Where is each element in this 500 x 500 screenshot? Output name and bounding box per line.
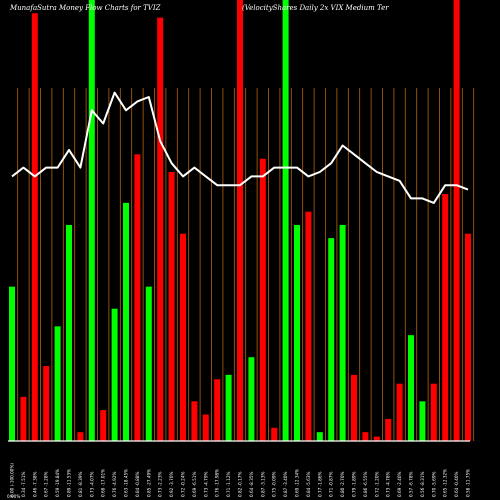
bar-up xyxy=(408,335,414,441)
x-tick-label: 0.85 -27.49% xyxy=(146,469,151,497)
x-tick-labels: 0.00 (-100.00%) 0.34 -7.51% 0.46 -7.38% 0.6… xyxy=(10,463,471,497)
x-tick-label: 0.68 -17.01% xyxy=(101,469,106,497)
x-tick-label: 0.80 -2.70% xyxy=(340,472,345,497)
bar-down xyxy=(442,194,449,441)
x-tick-label: 0.92 -3.70% xyxy=(169,472,174,497)
x-tick-label: 0.56 -8.31% xyxy=(420,472,425,497)
x-tick-label: 0.79 -1.89% xyxy=(352,472,357,497)
bar-down xyxy=(168,171,175,442)
bar-up xyxy=(9,286,15,441)
x-tick-label: 0.73 -4.79% xyxy=(203,472,208,497)
x-tick-label: 0.73 -4.07% xyxy=(89,472,94,497)
bar-down xyxy=(202,414,209,441)
bar-up xyxy=(316,432,323,441)
bar-down xyxy=(31,13,38,441)
bar-down xyxy=(77,432,84,441)
x-tick-label: 0.71 -0.87% xyxy=(329,472,334,497)
line-series xyxy=(11,91,469,204)
bar-up xyxy=(66,224,72,441)
bar-down xyxy=(134,154,141,441)
bar-down xyxy=(237,0,243,441)
x-tick-label: 0.72 -0.24% xyxy=(181,472,186,497)
x-tick-label: 0.76 -17.98% xyxy=(215,469,220,497)
x-tick-label: 0.86 -6.55% xyxy=(363,472,368,497)
x-tick-label: 0.82 -0.17% xyxy=(238,472,243,497)
x-tick-label: 0.76 -4.92% xyxy=(112,472,117,497)
x-tick-label: 0.69 -12.34% xyxy=(295,469,300,497)
bar-down xyxy=(259,158,266,441)
x-tick-label: 0.57 -6.78% xyxy=(409,472,414,497)
x-tick-label: 0.73 -4.78% xyxy=(386,472,391,497)
x-tick-label: 0.87 -3.13% xyxy=(260,472,265,497)
x-tick-label: 0.70 -5.69% xyxy=(431,472,436,497)
bar-down xyxy=(20,396,27,441)
x-tick-label: 0.64 -0.40% xyxy=(454,472,459,497)
bar-up xyxy=(419,401,426,441)
x-tick-label: 0.81 -8.39% xyxy=(78,472,83,497)
x-tick-label: 0.87 -3.40% xyxy=(283,472,288,497)
x-tick-label: 0.34 -7.51% xyxy=(21,472,26,497)
bar-up xyxy=(54,326,61,441)
bar-down xyxy=(385,418,392,441)
bar-down xyxy=(43,366,50,441)
chart-title-right: (VelocityShares Daily 2x VIX Medium Ter xyxy=(242,4,389,12)
bar-up xyxy=(88,0,95,441)
x-tick-label: 0.71 -1.12% xyxy=(226,472,231,497)
bar-up xyxy=(111,308,118,441)
bar-down xyxy=(351,374,357,441)
x-tick-label: 0.00 (-100.00%) xyxy=(10,463,15,497)
bar-down xyxy=(362,432,369,441)
bar-down xyxy=(271,427,278,441)
chart-title-left: MunafaSutra Money Flow Charts for TVIZ xyxy=(9,4,161,12)
x-tick-label: 0.59 -19.84% xyxy=(55,469,60,497)
bar-down xyxy=(396,383,403,441)
bar-up xyxy=(123,202,129,441)
bar-down xyxy=(191,401,198,441)
x-tick-label: 0.63 -18.45% xyxy=(124,469,129,497)
bar-down xyxy=(453,0,460,441)
bar-down xyxy=(305,211,312,441)
bar-down xyxy=(157,17,164,441)
grid-lines xyxy=(17,88,475,441)
x-tick-label: 0.69 -6.51% xyxy=(192,472,197,497)
x-tick-label: 0.84 -0.88% xyxy=(135,472,140,497)
bar-down xyxy=(430,383,437,441)
x-tick-label: 0.58 -11.75% xyxy=(466,469,471,497)
bar-down xyxy=(180,233,186,441)
x-tick-label: 0.84 -5.63% xyxy=(306,472,311,497)
bar-down xyxy=(100,410,107,441)
bar-up xyxy=(248,357,255,441)
bar-up xyxy=(294,224,300,441)
x-tick-label: 0.46 -7.38% xyxy=(32,472,37,497)
bar-down xyxy=(465,233,471,441)
x-tick-label: 0.69 -2.40% xyxy=(397,472,402,497)
x-tick-label: 0.77 -1.86% xyxy=(317,472,322,497)
x-tick-label: 0.67 -1.28% xyxy=(44,472,49,497)
x-tick-label: 0.64 -8.35% xyxy=(249,472,254,497)
bar-up xyxy=(339,224,346,441)
bar-up xyxy=(145,286,152,441)
x-tick-label: 0.73 -2.23% xyxy=(158,472,163,497)
bar-up xyxy=(225,374,232,441)
bars xyxy=(9,0,471,442)
bar-up xyxy=(282,0,289,441)
x-tick-label: 0.89 -11.53% xyxy=(67,469,72,497)
x-tick-label: 0.65 -12.32% xyxy=(443,469,448,497)
footer-label: 0.00% xyxy=(7,494,20,499)
bar-up xyxy=(328,238,335,441)
bar-down xyxy=(373,436,380,441)
x-tick-label: 0.75 -0.09% xyxy=(272,472,277,497)
money-flow-line xyxy=(11,91,469,204)
x-tick-label: 0.72 -1.20% xyxy=(374,472,379,497)
bar-down xyxy=(214,379,221,441)
